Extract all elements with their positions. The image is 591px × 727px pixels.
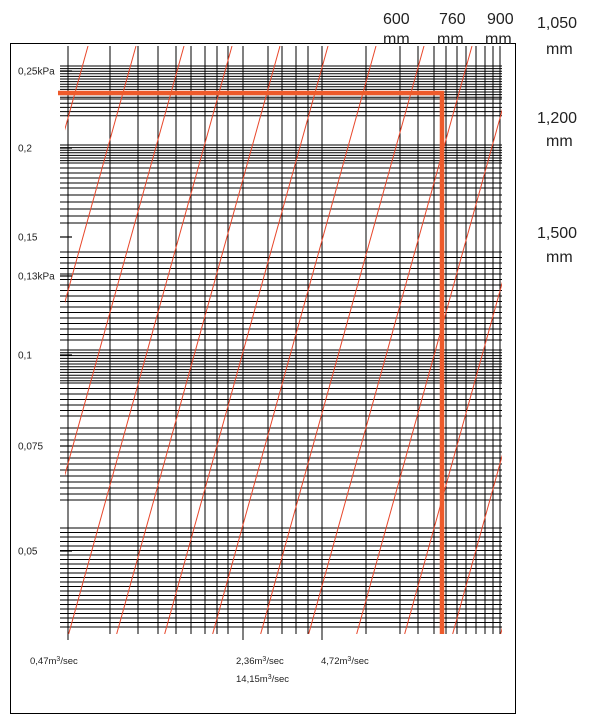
y-axis-ticks: 0,25kPa 0,2 0,15 0,13kPa 0,1 0,075 0,05 bbox=[18, 67, 72, 558]
diameter-line bbox=[116, 46, 281, 634]
diameter-unit: mm bbox=[546, 133, 573, 150]
y-tick-label: 0,1 bbox=[18, 351, 32, 362]
diameter-line bbox=[68, 46, 233, 634]
x-tick-label: 14,15m3/sec bbox=[236, 674, 289, 685]
diameter-label: 1,050 mm bbox=[537, 15, 577, 58]
diameter-line bbox=[212, 46, 377, 634]
diameter-label: 1,500 mm bbox=[537, 225, 577, 266]
y-tick-label: 0,075 bbox=[18, 442, 43, 453]
diameter-value: 1,200 bbox=[537, 110, 577, 127]
y-tick-label: 0,2 bbox=[18, 144, 32, 155]
diameter-unit: mm bbox=[546, 249, 573, 266]
diameter-line bbox=[308, 46, 473, 634]
y-tick-label: 0,05 bbox=[18, 547, 38, 558]
diameter-value: 600 bbox=[383, 11, 410, 28]
diameter-line bbox=[260, 46, 425, 634]
reading-lines bbox=[58, 90, 445, 634]
diameter-lines bbox=[65, 46, 502, 634]
diameter-value: 1,500 bbox=[537, 225, 577, 242]
diameter-line bbox=[164, 46, 329, 634]
diameter-line bbox=[65, 46, 137, 304]
diameter-unit: mm bbox=[383, 31, 410, 48]
diameter-line bbox=[452, 454, 502, 634]
diameter-value: 1,050 bbox=[537, 15, 577, 32]
x-tick-label: 2,36m3/sec bbox=[236, 656, 284, 667]
diameter-unit: mm bbox=[546, 41, 573, 58]
y-tick-label: 0,15 bbox=[18, 233, 38, 244]
x-tick-label: 0,47m3/sec bbox=[30, 656, 78, 667]
diameter-value: 760 bbox=[439, 11, 466, 28]
diameter-label: 900 mm bbox=[485, 11, 514, 48]
diameter-unit: mm bbox=[437, 31, 464, 48]
diameter-label: 600 mm bbox=[383, 11, 410, 48]
diameter-labels: 600 mm 760 mm 900 mm 1,050 mm 1,200 mm 1,500 mm bbox=[383, 11, 577, 266]
diameter-line bbox=[65, 46, 185, 477]
y-tick-label: 0,13kPa bbox=[18, 272, 55, 283]
diameter-line bbox=[356, 108, 502, 634]
diameter-value: 900 bbox=[487, 11, 514, 28]
grid bbox=[60, 46, 502, 634]
diameter-unit: mm bbox=[485, 31, 512, 48]
diameter-line bbox=[404, 281, 502, 634]
diameter-label: 1,200 mm bbox=[537, 110, 577, 150]
x-axis-ticks: 0,47m3/sec 2,36m3/sec 4,72m3/sec 14,15m3/se… bbox=[30, 634, 369, 685]
x-tick-label: 4,72m3/sec bbox=[321, 656, 369, 667]
y-tick-label: 0,25kPa bbox=[18, 67, 55, 78]
diameter-label: 760 mm bbox=[437, 11, 466, 48]
